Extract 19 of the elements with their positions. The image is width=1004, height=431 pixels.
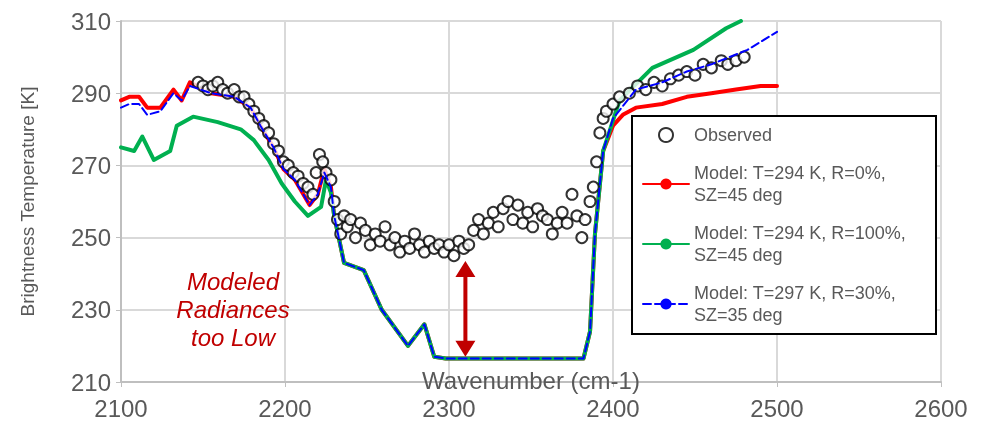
legend-label: Model: T=294 K, R=0%, SZ=45 deg xyxy=(694,163,891,205)
y-tick-label: 270 xyxy=(70,151,111,179)
x-tick-label: 2200 xyxy=(258,394,312,422)
y-tick-label: 210 xyxy=(70,368,111,396)
y-axis-title: Brightness Temperature [K] xyxy=(17,86,38,317)
x-tick-label: 2100 xyxy=(94,394,148,422)
legend-label: Model: T=294 K, R=100%, SZ=45 deg xyxy=(694,223,911,265)
x-tick-label: 2300 xyxy=(422,394,476,422)
x-tick-label: 2500 xyxy=(750,394,804,422)
legend-label: Model: T=297 K, R=30%, SZ=35 deg xyxy=(694,283,901,325)
x-axis-title: Wavenumber (cm-1) xyxy=(421,367,641,395)
annotation: Modeled Radiances too Low xyxy=(175,268,291,352)
y-tick-label: 250 xyxy=(70,224,111,252)
y-tick-label: 310 xyxy=(70,7,111,35)
x-tick-label: 2400 xyxy=(586,394,640,422)
y-tick-label: 290 xyxy=(70,79,111,107)
y-tick-label: 230 xyxy=(70,296,111,324)
x-tick-label: 2600 xyxy=(914,394,968,422)
legend-label: Observed xyxy=(694,125,773,145)
